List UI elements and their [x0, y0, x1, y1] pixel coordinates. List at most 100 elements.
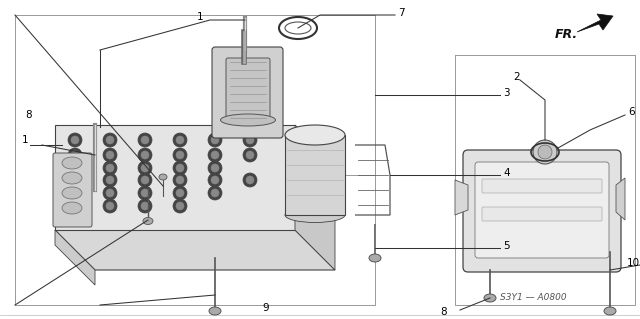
Ellipse shape: [604, 307, 616, 315]
Circle shape: [176, 151, 184, 159]
Circle shape: [103, 173, 117, 187]
Circle shape: [243, 133, 257, 147]
Circle shape: [68, 173, 82, 187]
Circle shape: [103, 186, 117, 200]
Circle shape: [141, 202, 149, 210]
Text: 2: 2: [513, 72, 520, 82]
Circle shape: [173, 161, 187, 175]
Circle shape: [246, 151, 254, 159]
Text: 8: 8: [25, 110, 31, 120]
Circle shape: [208, 161, 222, 175]
Circle shape: [71, 189, 79, 197]
Circle shape: [211, 189, 219, 197]
FancyBboxPatch shape: [482, 179, 602, 193]
Ellipse shape: [159, 174, 167, 180]
FancyBboxPatch shape: [463, 150, 621, 272]
Ellipse shape: [369, 254, 381, 262]
Text: 6: 6: [628, 107, 635, 117]
Text: 1: 1: [22, 135, 29, 145]
Circle shape: [138, 186, 152, 200]
Circle shape: [103, 148, 117, 162]
Circle shape: [243, 148, 257, 162]
Circle shape: [176, 176, 184, 184]
Circle shape: [246, 176, 254, 184]
Circle shape: [211, 164, 219, 172]
Circle shape: [208, 186, 222, 200]
Circle shape: [173, 133, 187, 147]
FancyBboxPatch shape: [212, 47, 283, 138]
Polygon shape: [577, 14, 613, 32]
Circle shape: [141, 164, 149, 172]
Ellipse shape: [285, 125, 345, 145]
Polygon shape: [55, 125, 295, 230]
Circle shape: [68, 148, 82, 162]
Polygon shape: [55, 230, 335, 270]
Circle shape: [141, 151, 149, 159]
Circle shape: [176, 189, 184, 197]
Ellipse shape: [62, 157, 82, 169]
Circle shape: [211, 136, 219, 144]
Circle shape: [106, 151, 114, 159]
Circle shape: [173, 173, 187, 187]
Circle shape: [211, 151, 219, 159]
Circle shape: [173, 186, 187, 200]
Circle shape: [71, 164, 79, 172]
Circle shape: [138, 133, 152, 147]
Circle shape: [71, 202, 79, 210]
Circle shape: [173, 199, 187, 213]
Circle shape: [68, 161, 82, 175]
Circle shape: [533, 140, 557, 164]
Text: 8: 8: [440, 307, 447, 317]
Circle shape: [176, 164, 184, 172]
Circle shape: [243, 173, 257, 187]
Circle shape: [103, 199, 117, 213]
Text: FR.: FR.: [555, 28, 578, 41]
Circle shape: [173, 148, 187, 162]
Text: 7: 7: [398, 8, 404, 18]
Ellipse shape: [209, 307, 221, 315]
Circle shape: [68, 199, 82, 213]
FancyBboxPatch shape: [53, 153, 92, 227]
Text: S3Y1 — A0800: S3Y1 — A0800: [500, 293, 566, 302]
Text: 1: 1: [196, 12, 204, 22]
Circle shape: [71, 136, 79, 144]
Circle shape: [211, 176, 219, 184]
Text: 3: 3: [503, 88, 509, 98]
Ellipse shape: [143, 218, 153, 225]
Circle shape: [68, 186, 82, 200]
Polygon shape: [285, 135, 345, 215]
Circle shape: [176, 202, 184, 210]
Ellipse shape: [62, 202, 82, 214]
Text: 9: 9: [262, 303, 269, 313]
Circle shape: [208, 133, 222, 147]
Circle shape: [106, 176, 114, 184]
Polygon shape: [295, 125, 335, 270]
Circle shape: [103, 161, 117, 175]
Circle shape: [138, 199, 152, 213]
Circle shape: [208, 173, 222, 187]
Circle shape: [106, 136, 114, 144]
Circle shape: [538, 145, 552, 159]
Circle shape: [246, 136, 254, 144]
Circle shape: [103, 133, 117, 147]
Circle shape: [138, 161, 152, 175]
Circle shape: [106, 164, 114, 172]
FancyBboxPatch shape: [482, 207, 602, 221]
Circle shape: [71, 151, 79, 159]
Circle shape: [71, 176, 79, 184]
Circle shape: [141, 136, 149, 144]
Circle shape: [138, 173, 152, 187]
Ellipse shape: [221, 114, 275, 126]
Polygon shape: [455, 180, 468, 215]
Ellipse shape: [285, 207, 345, 222]
Ellipse shape: [62, 172, 82, 184]
Ellipse shape: [484, 294, 496, 302]
Text: 4: 4: [503, 168, 509, 178]
Circle shape: [176, 136, 184, 144]
Circle shape: [208, 148, 222, 162]
Circle shape: [141, 189, 149, 197]
FancyBboxPatch shape: [226, 58, 270, 122]
Polygon shape: [55, 230, 95, 285]
FancyBboxPatch shape: [475, 162, 609, 258]
Circle shape: [141, 176, 149, 184]
